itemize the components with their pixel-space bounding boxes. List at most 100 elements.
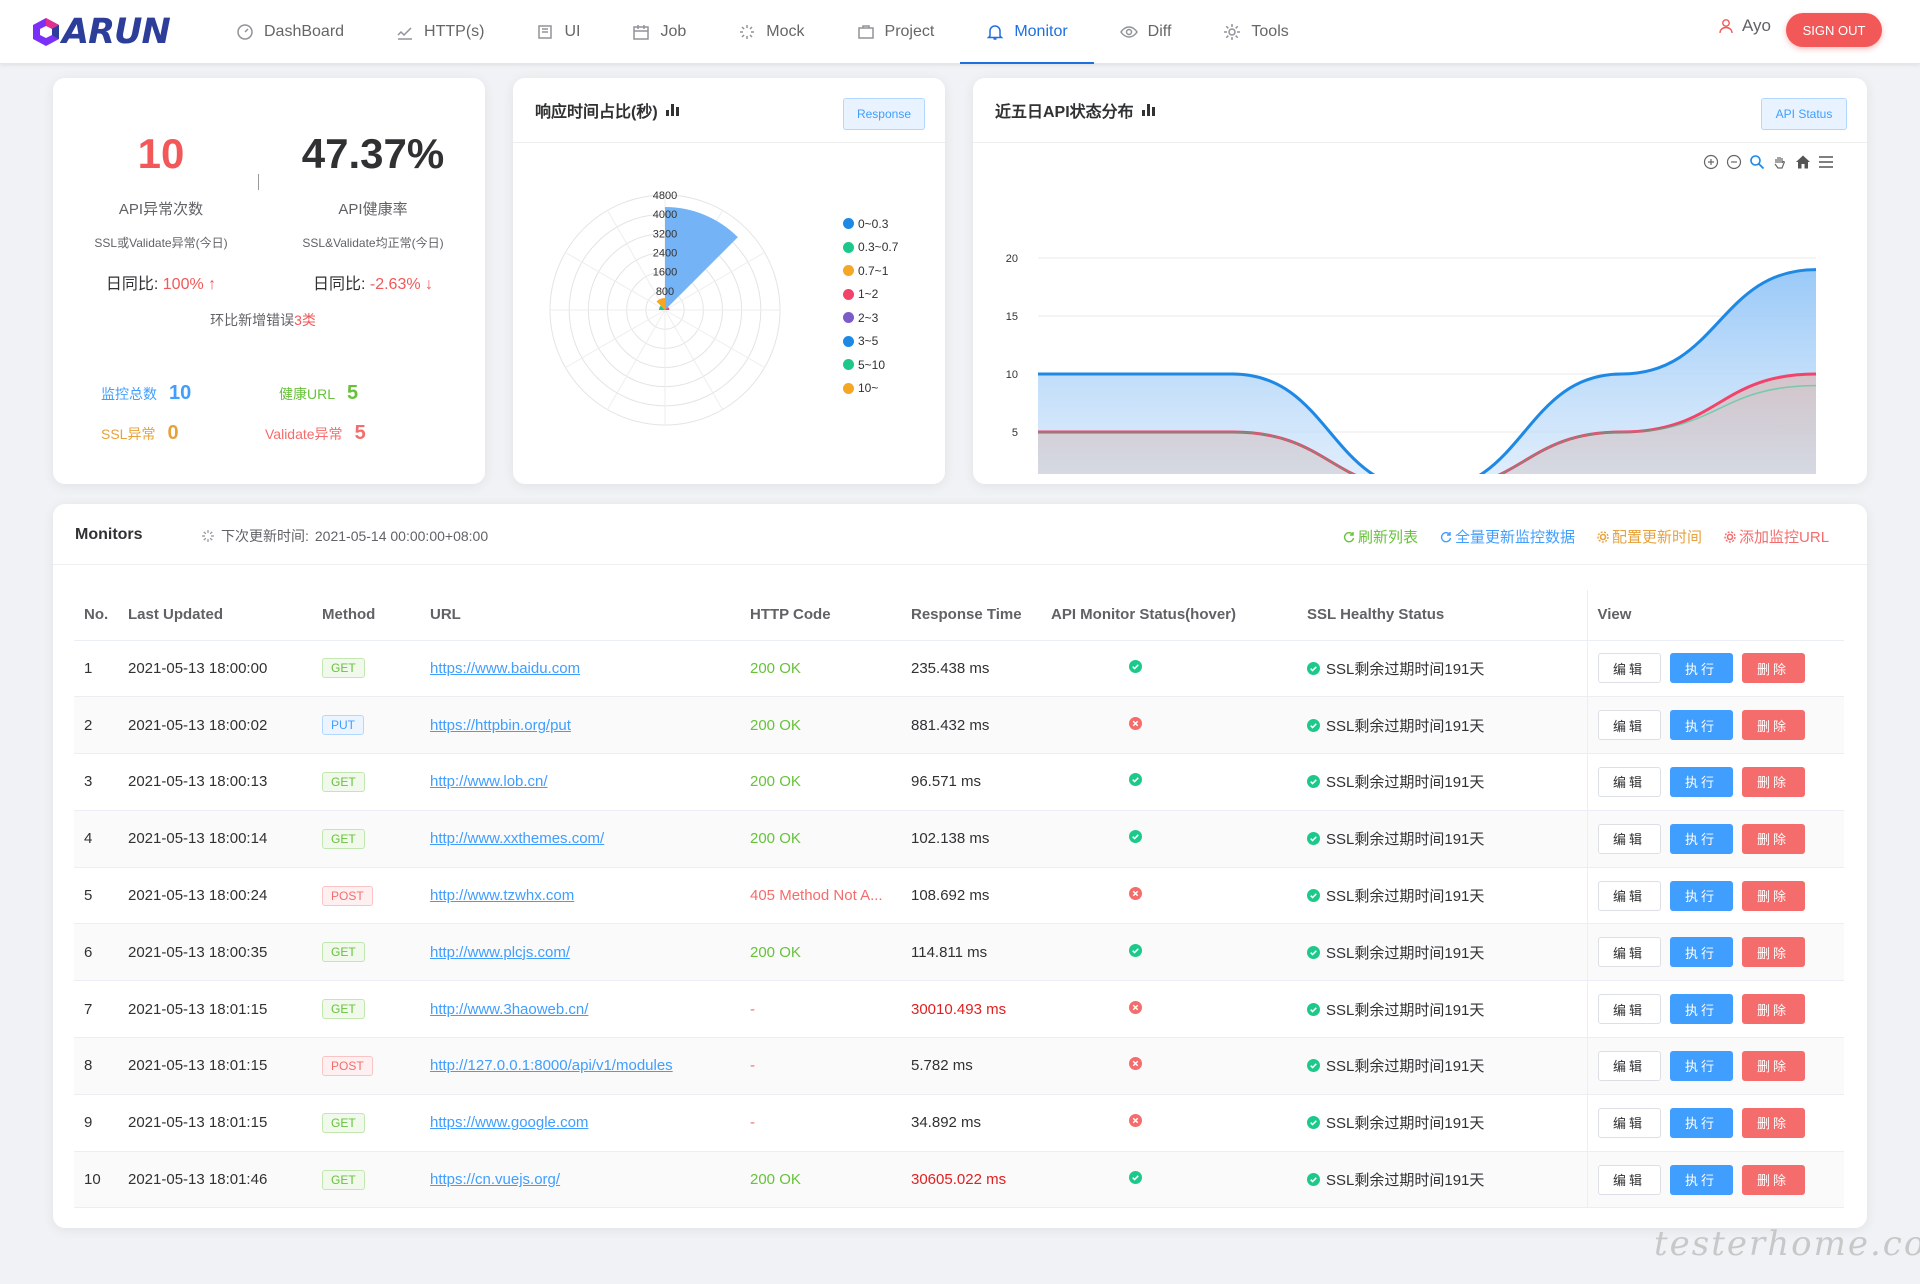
cell-api-status[interactable] [1051, 980, 1307, 1039]
legend-item[interactable]: 2~3 [843, 306, 898, 330]
delete-button[interactable]: 删除 [1741, 653, 1805, 684]
nav-item-dashboard[interactable]: DashBoard [210, 0, 370, 64]
column-header[interactable]: Response Time [911, 590, 1051, 641]
column-header[interactable]: HTTP Code [750, 590, 911, 641]
edit-button[interactable]: 编辑 [1597, 937, 1661, 968]
url-link[interactable]: https://httpbin.org/put [430, 716, 571, 734]
edit-button[interactable]: 编辑 [1597, 880, 1661, 911]
check-circle-icon[interactable] [1129, 1171, 1142, 1185]
column-header[interactable]: No. [74, 590, 128, 641]
check-circle-icon[interactable] [1129, 773, 1142, 787]
legend-item[interactable]: 5~10 [843, 353, 898, 377]
edit-button[interactable]: 编辑 [1597, 710, 1661, 741]
run-button[interactable]: 执行 [1669, 766, 1733, 797]
cell-api-status[interactable] [1051, 753, 1307, 811]
url-link[interactable]: http://127.0.0.1:8000/api/v1/modules [430, 1057, 673, 1075]
zoom-out-icon[interactable] [1726, 154, 1742, 170]
legend-item[interactable]: 0~0.3 [843, 212, 898, 236]
cell-api-status[interactable] [1051, 810, 1307, 868]
run-button[interactable]: 执行 [1669, 1107, 1733, 1138]
run-button[interactable]: 执行 [1669, 653, 1733, 684]
home-icon[interactable] [1795, 154, 1811, 170]
delete-button[interactable]: 删除 [1741, 710, 1805, 741]
legend-item[interactable]: 3~5 [843, 330, 898, 354]
action-3[interactable]: 添加监控URL [1724, 526, 1829, 547]
edit-button[interactable]: 编辑 [1597, 1050, 1661, 1081]
delete-button[interactable]: 删除 [1741, 994, 1805, 1025]
column-header[interactable]: Method [322, 590, 430, 641]
nav-item-project[interactable]: Project [831, 0, 961, 64]
url-link[interactable]: https://www.baidu.com [430, 659, 581, 677]
column-header[interactable]: View [1586, 590, 1844, 641]
legend-item[interactable]: 0.3~0.7 [843, 236, 898, 260]
api-status-button[interactable]: API Status [1761, 98, 1847, 130]
cell-api-status[interactable] [1051, 1094, 1307, 1152]
legend-item[interactable]: 0.7~1 [843, 259, 898, 283]
response-button[interactable]: Response [843, 98, 925, 130]
delete-button[interactable]: 删除 [1741, 1107, 1805, 1138]
run-button[interactable]: 执行 [1669, 880, 1733, 911]
cell-api-status[interactable] [1051, 640, 1307, 698]
nav-item-https[interactable]: HTTP(s) [370, 0, 510, 64]
url-link[interactable]: https://cn.vuejs.org/ [430, 1171, 561, 1189]
error-circle-icon[interactable] [1129, 887, 1142, 901]
nav-item-mock[interactable]: Mock [712, 0, 830, 64]
check-circle-icon[interactable] [1129, 830, 1142, 844]
run-button[interactable]: 执行 [1669, 1050, 1733, 1081]
error-circle-icon[interactable] [1129, 1114, 1142, 1128]
edit-button[interactable]: 编辑 [1597, 653, 1661, 684]
run-button[interactable]: 执行 [1669, 710, 1733, 741]
zoom-in-icon[interactable] [1703, 154, 1719, 170]
run-button[interactable]: 执行 [1669, 823, 1733, 854]
column-header[interactable]: URL [430, 590, 750, 641]
nav-item-monitor[interactable]: Monitor [960, 0, 1095, 64]
edit-button[interactable]: 编辑 [1597, 766, 1661, 797]
check-circle-icon[interactable] [1129, 659, 1142, 673]
error-circle-icon[interactable] [1129, 1000, 1142, 1014]
edit-button[interactable]: 编辑 [1597, 823, 1661, 854]
delete-button[interactable]: 删除 [1741, 823, 1805, 854]
legend-item[interactable]: 1~2 [843, 283, 898, 307]
error-circle-icon[interactable] [1129, 1057, 1142, 1071]
url-link[interactable]: http://www.tzwhx.com [430, 887, 575, 905]
error-circle-icon[interactable] [1129, 716, 1142, 730]
run-button[interactable]: 执行 [1669, 937, 1733, 968]
pan-hand-icon[interactable] [1772, 154, 1788, 170]
user-info[interactable]: Ayo [1718, 16, 1771, 36]
legend-item[interactable]: 10~ [843, 377, 898, 401]
cell-api-status[interactable] [1051, 1037, 1307, 1095]
magnifier-icon[interactable] [1749, 154, 1765, 170]
action-1[interactable]: 全量更新监控数据 [1440, 526, 1575, 547]
column-header[interactable]: Last Updated [128, 590, 322, 641]
column-header[interactable]: API Monitor Status(hover) [1051, 590, 1307, 641]
url-link[interactable]: http://www.xxthemes.com/ [430, 830, 605, 848]
action-0[interactable]: 刷新列表 [1343, 526, 1418, 547]
url-link[interactable]: http://www.plcjs.com/ [430, 943, 571, 961]
delete-button[interactable]: 删除 [1741, 766, 1805, 797]
edit-button[interactable]: 编辑 [1597, 994, 1661, 1025]
cell-api-status[interactable] [1051, 923, 1307, 982]
delete-button[interactable]: 删除 [1741, 937, 1805, 968]
nav-item-tools[interactable]: Tools [1197, 0, 1314, 64]
edit-button[interactable]: 编辑 [1597, 1107, 1661, 1138]
edit-button[interactable]: 编辑 [1597, 1164, 1661, 1195]
url-link[interactable]: http://www.lob.cn/ [430, 773, 548, 791]
sign-out-button[interactable]: SIGN OUT [1786, 13, 1882, 47]
delete-button[interactable]: 删除 [1741, 1050, 1805, 1081]
run-button[interactable]: 执行 [1669, 994, 1733, 1025]
nav-item-ui[interactable]: UI [510, 0, 606, 64]
cell-api-status[interactable] [1051, 696, 1307, 755]
brand-logo[interactable]: ARUN [32, 10, 171, 54]
delete-button[interactable]: 删除 [1741, 880, 1805, 911]
nav-item-diff[interactable]: Diff [1094, 0, 1198, 64]
cell-api-status[interactable] [1051, 867, 1307, 925]
url-link[interactable]: http://www.3haoweb.cn/ [430, 1000, 589, 1018]
run-button[interactable]: 执行 [1669, 1164, 1733, 1195]
delete-button[interactable]: 删除 [1741, 1164, 1805, 1195]
nav-item-job[interactable]: Job [606, 0, 712, 64]
url-link[interactable]: https://www.google.com [430, 1114, 589, 1132]
menu-icon[interactable] [1818, 154, 1834, 170]
check-circle-icon[interactable] [1129, 943, 1142, 957]
column-header[interactable]: SSL Healthy Status [1307, 590, 1587, 641]
action-2[interactable]: 配置更新时间 [1597, 526, 1702, 547]
